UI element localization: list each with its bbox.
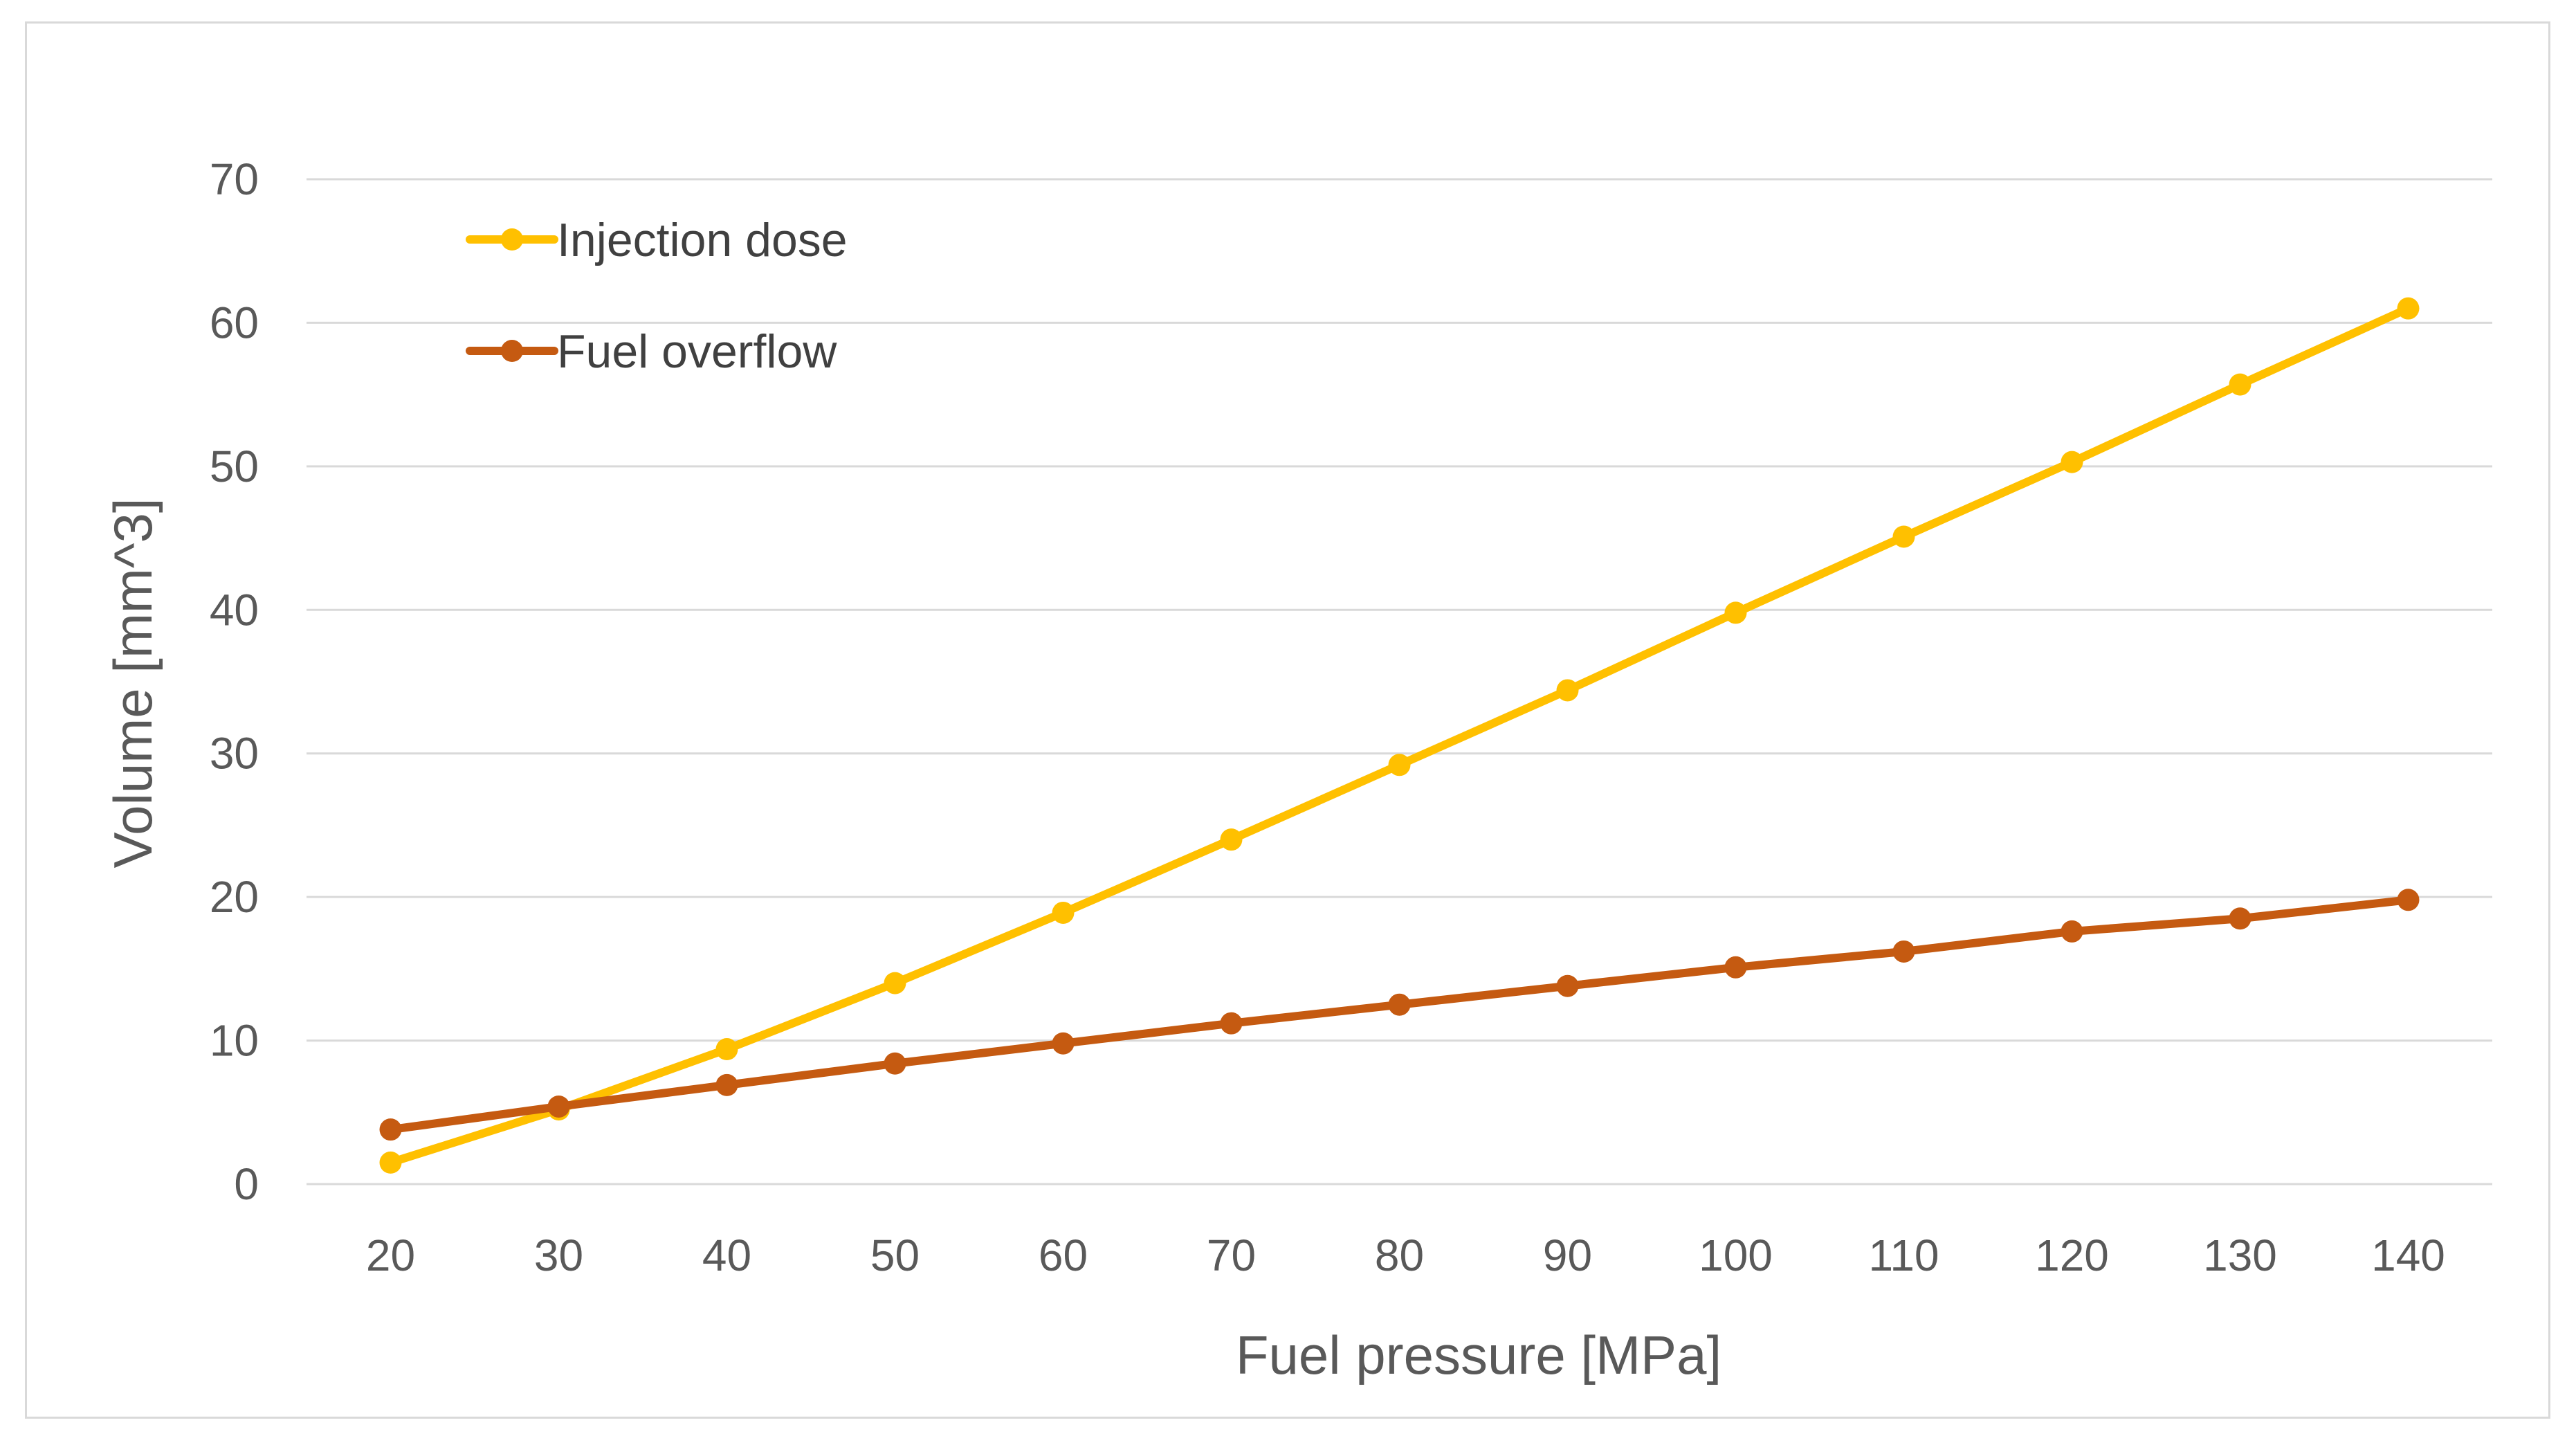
x-tick-label: 140 <box>2371 1230 2445 1280</box>
data-point <box>2061 920 2083 943</box>
data-point <box>1388 754 1411 776</box>
data-point <box>715 1073 738 1096</box>
series-injection-dose <box>379 297 2420 1174</box>
y-tick-label: 40 <box>210 585 259 635</box>
data-point <box>1052 901 1075 924</box>
series-line <box>386 304 2413 1167</box>
x-tick-label: 80 <box>1375 1230 1424 1280</box>
x-tick-label: 90 <box>1543 1230 1592 1280</box>
y-tick-label: 50 <box>210 442 259 491</box>
data-point <box>1220 828 1243 851</box>
x-tick-label: 100 <box>1699 1230 1773 1280</box>
data-point <box>884 1052 906 1075</box>
y-tick-label: 10 <box>210 1016 259 1066</box>
x-axis-ticks: 20 30 40 50 60 70 80 90 100 110 120 130 140 <box>366 1230 2445 1280</box>
line-chart: 0 10 20 30 40 50 60 70 20 30 40 50 60 70 80 90 100 110 12… <box>102 154 2492 1385</box>
legend-label: Injection dose <box>557 214 848 266</box>
series <box>379 297 2420 1174</box>
legend: Injection dose Fuel overflow <box>466 214 848 378</box>
data-point <box>1724 601 1747 624</box>
x-tick-label: 130 <box>2203 1230 2277 1280</box>
x-tick-label: 20 <box>366 1230 415 1280</box>
y-tick-label: 60 <box>210 298 259 347</box>
data-point <box>2229 907 2251 930</box>
legend-item: Fuel overflow <box>466 325 837 378</box>
legend-item: Injection dose <box>466 214 848 266</box>
data-point <box>2229 373 2251 396</box>
legend-swatch-marker <box>501 228 523 251</box>
data-point <box>379 1151 402 1174</box>
legend-swatch-marker <box>501 340 523 362</box>
data-point <box>379 1118 402 1141</box>
x-axis-title: Fuel pressure [MPa] <box>1236 1325 1721 1385</box>
data-point <box>884 972 906 994</box>
data-point <box>2397 297 2420 320</box>
x-tick-label: 70 <box>1207 1230 1256 1280</box>
chart-area: 0 10 20 30 40 50 60 70 20 30 40 50 60 70 80 90 100 110 12… <box>25 21 2550 1419</box>
y-axis-ticks: 0 10 20 30 40 50 60 70 <box>210 154 259 1209</box>
x-tick-label: 120 <box>2035 1230 2109 1280</box>
data-point <box>1556 974 1579 997</box>
y-tick-label: 0 <box>234 1159 259 1209</box>
data-point <box>1724 956 1747 979</box>
y-tick-label: 70 <box>210 154 259 204</box>
data-point <box>2397 889 2420 911</box>
data-point <box>715 1038 738 1061</box>
data-point <box>1220 1012 1243 1035</box>
legend-label: Fuel overflow <box>557 325 837 378</box>
data-point <box>547 1095 570 1118</box>
x-tick-label: 110 <box>1868 1230 1939 1280</box>
data-point <box>1556 679 1579 702</box>
y-tick-label: 30 <box>210 729 259 779</box>
y-axis-title: Volume [mm^3] <box>102 498 163 868</box>
x-tick-label: 60 <box>1039 1230 1088 1280</box>
series-fuel-overflow <box>379 889 2420 1141</box>
x-tick-label: 50 <box>870 1230 920 1280</box>
gridlines <box>307 178 2492 1185</box>
data-point <box>2061 451 2083 473</box>
data-point <box>1052 1032 1075 1055</box>
data-point <box>1892 525 1915 548</box>
y-tick-label: 20 <box>210 872 259 922</box>
data-point <box>1388 993 1411 1016</box>
x-tick-label: 40 <box>702 1230 751 1280</box>
x-tick-label: 30 <box>534 1230 583 1280</box>
data-point <box>1892 940 1915 963</box>
